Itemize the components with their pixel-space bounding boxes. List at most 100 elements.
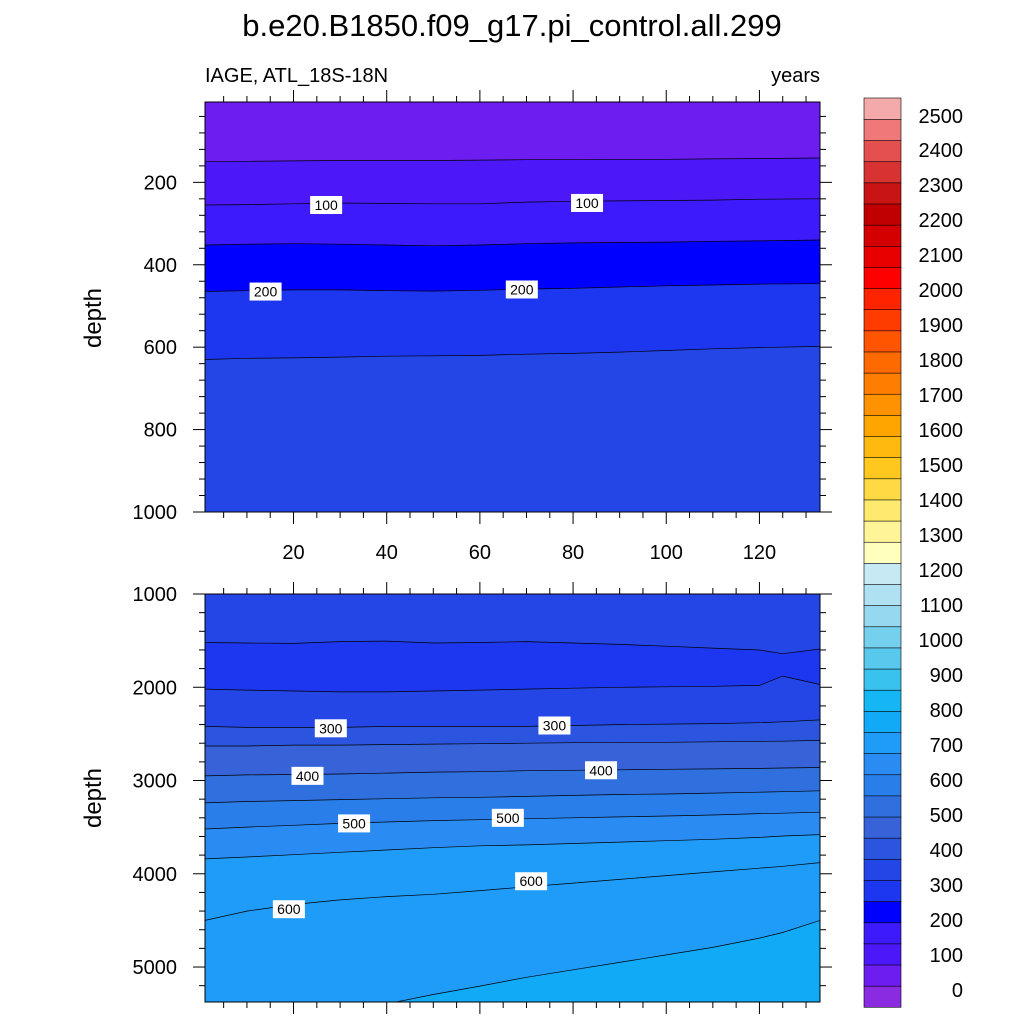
colorbar-swatch [863,731,902,754]
figure-title: b.e20.B1850.f09_g17.pi_control.all.299 [242,8,782,43]
colorbar-tick-label: 400 [930,840,963,862]
contour-line [205,346,820,360]
colorbar-swatch [863,118,902,141]
contour-line [205,740,820,747]
colorbar-swatch [863,161,902,184]
y-tick-label: 200 [144,172,177,194]
lower-depth-panel: 300 300 400 400 500 500 600 600 1000 2000 3000 4000… [80,582,832,1014]
colorbar-swatch [863,435,902,458]
colorbar-swatch [863,414,902,437]
colorbar-swatch [863,774,902,797]
x-tick-label: 20 [282,542,304,564]
y-tick-label: 1000 [133,584,178,606]
colorbar-swatch [863,816,902,839]
colorbar-swatch [863,245,902,268]
colorbar-tick-label: 2200 [919,210,964,232]
contour-line [205,198,820,206]
plot-frame [204,593,821,1003]
colorbar-tick-label: 600 [930,770,963,792]
variable-region-label: IAGE, ATL_18S-18N [205,65,388,87]
colorbar-swatch [863,626,902,649]
colorbar-swatch [863,520,902,543]
x-tick-label: 80 [562,542,584,564]
svg-text:500: 500 [496,810,520,826]
svg-text:300: 300 [319,720,343,736]
axis-ticks [193,582,832,1014]
contour-band [205,198,820,246]
colorbar-tick-label: 1500 [919,455,964,477]
colorbar-swatch [863,182,902,205]
svg-text:600: 600 [277,901,301,917]
y-axis-label: depth [80,288,107,348]
colorbar-swatch [863,985,902,1008]
svg-text:300: 300 [543,717,567,733]
contour-label: 100 [571,193,604,212]
y-tick-label: 4000 [133,864,178,886]
colorbar-swatch [863,964,902,987]
colorbar-tick-label: 2500 [919,106,964,128]
colorbar-swatch [863,795,902,818]
svg-text:400: 400 [296,768,320,784]
colorbar-swatch [863,922,902,945]
contour-line [205,283,820,292]
contour-band [205,346,820,512]
colorbar-swatch [863,583,902,606]
colorbar-tick-label: 1600 [919,420,964,442]
contour-band [205,834,820,921]
contour-line [205,790,820,804]
colorbar-swatch [863,900,902,924]
contour-label: 600 [515,872,548,891]
svg-text:100: 100 [314,197,338,213]
contour-label: 400 [585,761,618,780]
svg-text:200: 200 [510,281,534,297]
colorbar-tick-label: 1400 [919,490,964,512]
colorbar-swatch [863,330,902,353]
contour-label: 600 [272,900,305,919]
contour-band [205,767,820,803]
colorbar-swatch [863,478,902,501]
contour-label: 500 [338,814,371,833]
y-tick-label: 600 [144,337,177,359]
colorbar-swatch [863,224,902,247]
colorbar-swatch [863,203,902,226]
colorbar-swatch [863,689,902,712]
colorbar-tick-label: 500 [930,805,963,827]
svg-text:400: 400 [589,762,613,778]
colorbar-tick-label: 2100 [919,245,964,267]
colorbar-swatch [863,837,902,860]
contour-band [205,862,820,1002]
contour-band [205,719,820,746]
colorbar-swatch [863,457,902,480]
colorbar-swatch [863,943,902,966]
colorbar-swatch [863,139,902,163]
colorbar-tick-label: 800 [930,700,963,722]
colorbar-tick-label: 2000 [919,280,964,302]
colorbar-tick-label: 100 [930,945,963,967]
colorbar-swatch [863,562,902,585]
contour-label: 100 [310,196,343,215]
contour-fills [205,594,820,1002]
contour-label: 500 [491,808,524,827]
y-tick-label: 400 [144,255,177,277]
colorbar-tick-label: 0 [952,980,963,1002]
contour-line [205,157,820,163]
plot-frame [204,101,821,513]
colorbar-tick-label: 1200 [919,560,964,582]
colorbar-swatch [863,309,902,332]
colorbar-tick-label: 2300 [919,175,964,197]
contour-label: 400 [291,766,324,785]
contour-band [205,594,820,654]
svg-text:500: 500 [342,815,366,831]
colorbar-swatch [863,499,902,522]
contour-band [205,676,820,728]
y-tick-label: 3000 [133,771,178,793]
contour-label: 200 [505,280,538,299]
y-tick-label: 5000 [133,957,178,979]
contour-band [205,240,820,292]
x-tick-label: 100 [650,542,683,564]
contour-label: 200 [249,282,282,301]
colorbar-swatch [863,647,902,670]
contour-line [205,719,820,728]
upper-depth-panel: 100 100 200 200 200 400 600 800 1000 20 40 60 80 100 1… [80,90,832,564]
